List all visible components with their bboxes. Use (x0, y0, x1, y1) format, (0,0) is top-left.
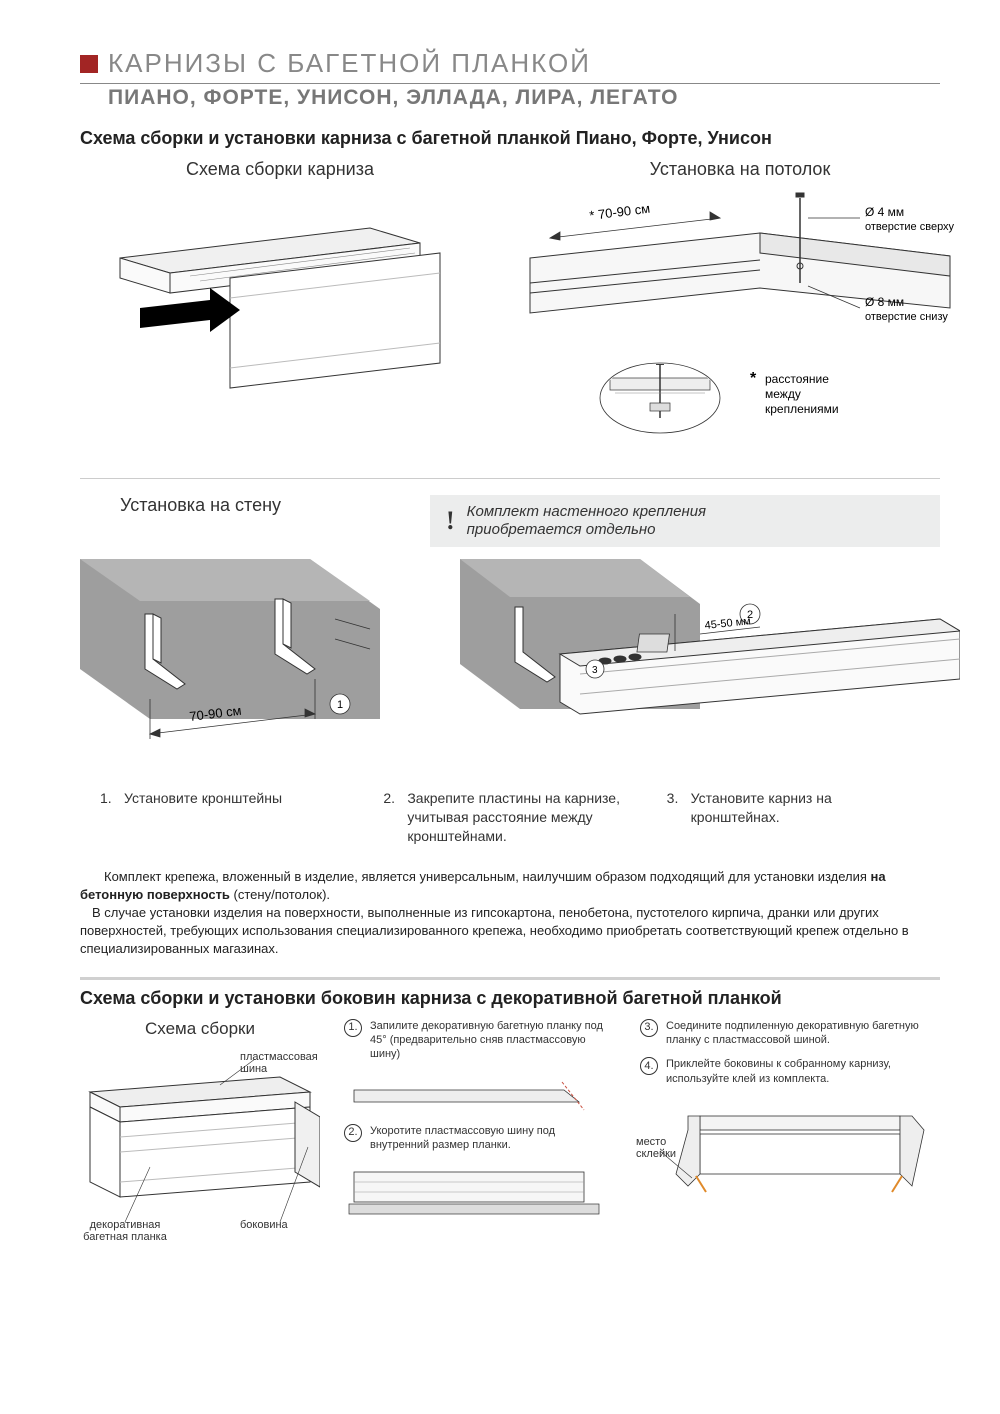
wall-header-row: Установка на стену ! Комплект настенного… (80, 495, 940, 547)
mid-rule (80, 478, 940, 479)
star-note-2: между (765, 387, 801, 401)
main-title: КАРНИЗЫ С БАГЕТНОЙ ПЛАНКОЙ (108, 48, 591, 79)
assembly-caption: Схема сборки карниза (80, 159, 480, 180)
exclaim-icon: ! (446, 506, 455, 536)
wall-caption: Установка на стену (120, 495, 380, 516)
subtitle: ПИАНО, ФОРТЕ, УНИСОН, ЭЛЛАДА, ЛИРА, ЛЕГА… (108, 86, 940, 110)
wall-diagram-2: 2 3 45-50 мм (460, 559, 960, 769)
shorten-diagram (344, 1162, 604, 1217)
assembly-diagram (80, 188, 480, 408)
section1-title: Схема сборки и установки карниза с багет… (80, 128, 940, 149)
star-note-1: расстояние (765, 372, 829, 386)
lbl-planka: декоративная багетная планка (70, 1219, 180, 1243)
wall-steps: 1. Установите кронштейны 2. Закрепите пл… (80, 789, 940, 846)
svg-text:*: * (750, 370, 757, 387)
hole-bot-sub: отверстие снизу (865, 311, 948, 323)
dim-text: * 70-90 см (589, 201, 651, 223)
header-rule (80, 83, 940, 84)
note-box: ! Комплект настенного крепления приобрет… (430, 495, 940, 547)
step-3: 3. Установите карниз на кронштейнах. (667, 789, 920, 846)
body-paragraphs: Комплект крепежа, вложенный в изделие, я… (80, 868, 940, 959)
section1-row: Схема сборки карниза (80, 159, 940, 468)
glue-label: место склейки (636, 1136, 686, 1160)
section2-title: Схема сборки и установки боковин карниза… (80, 988, 940, 1009)
s2-caption: Схема сборки (80, 1019, 320, 1039)
svg-text:45-50 мм: 45-50 мм (704, 615, 751, 632)
star-note-3: креплениями (765, 402, 839, 416)
mini-step-4: 4. Приклейте боковины к собранному карни… (640, 1057, 940, 1086)
wall-diagrams: 70-90 см 1 (80, 559, 940, 769)
ceiling-diagram: * 70-90 см Ø 4 мм от (520, 188, 960, 468)
hole-top: Ø 4 мм (865, 205, 904, 219)
svg-text:3: 3 (592, 665, 598, 676)
hole-bot: Ø 8 мм (865, 295, 904, 309)
lbl-bokovina: боковина (240, 1219, 320, 1231)
mini-step-3: 3. Соедините подпиленную декоративную ба… (640, 1019, 940, 1048)
lbl-shina: пластмассовая шина (240, 1051, 320, 1075)
step-2: 2. Закрепите пластины на карнизе, учитыв… (383, 789, 636, 846)
svg-text:1: 1 (337, 699, 343, 711)
page-header: КАРНИЗЫ С БАГЕТНОЙ ПЛАНКОЙ (80, 48, 940, 79)
note-line2: приобретается отдельно (467, 521, 706, 539)
side-assembly-diagram (80, 1047, 320, 1237)
hole-top-sub: отверстие сверху (865, 221, 955, 233)
section2-row: Схема сборки пластмассовая ши (80, 1019, 940, 1237)
note-line1: Комплект настенного крепления (467, 503, 706, 521)
cut45-diagram (344, 1072, 604, 1118)
ceiling-caption: Установка на потолок (520, 159, 960, 180)
accent-square (80, 55, 98, 73)
wall-diagram-1: 70-90 см 1 (80, 559, 440, 769)
step-1: 1. Установите кронштейны (100, 789, 353, 846)
mini-step-1: 1. Запилите декоративную багетную планку… (344, 1019, 616, 1062)
section-divider (80, 977, 940, 980)
mini-step-2: 2. Укоротите пластмассовую шину под внут… (344, 1124, 616, 1153)
